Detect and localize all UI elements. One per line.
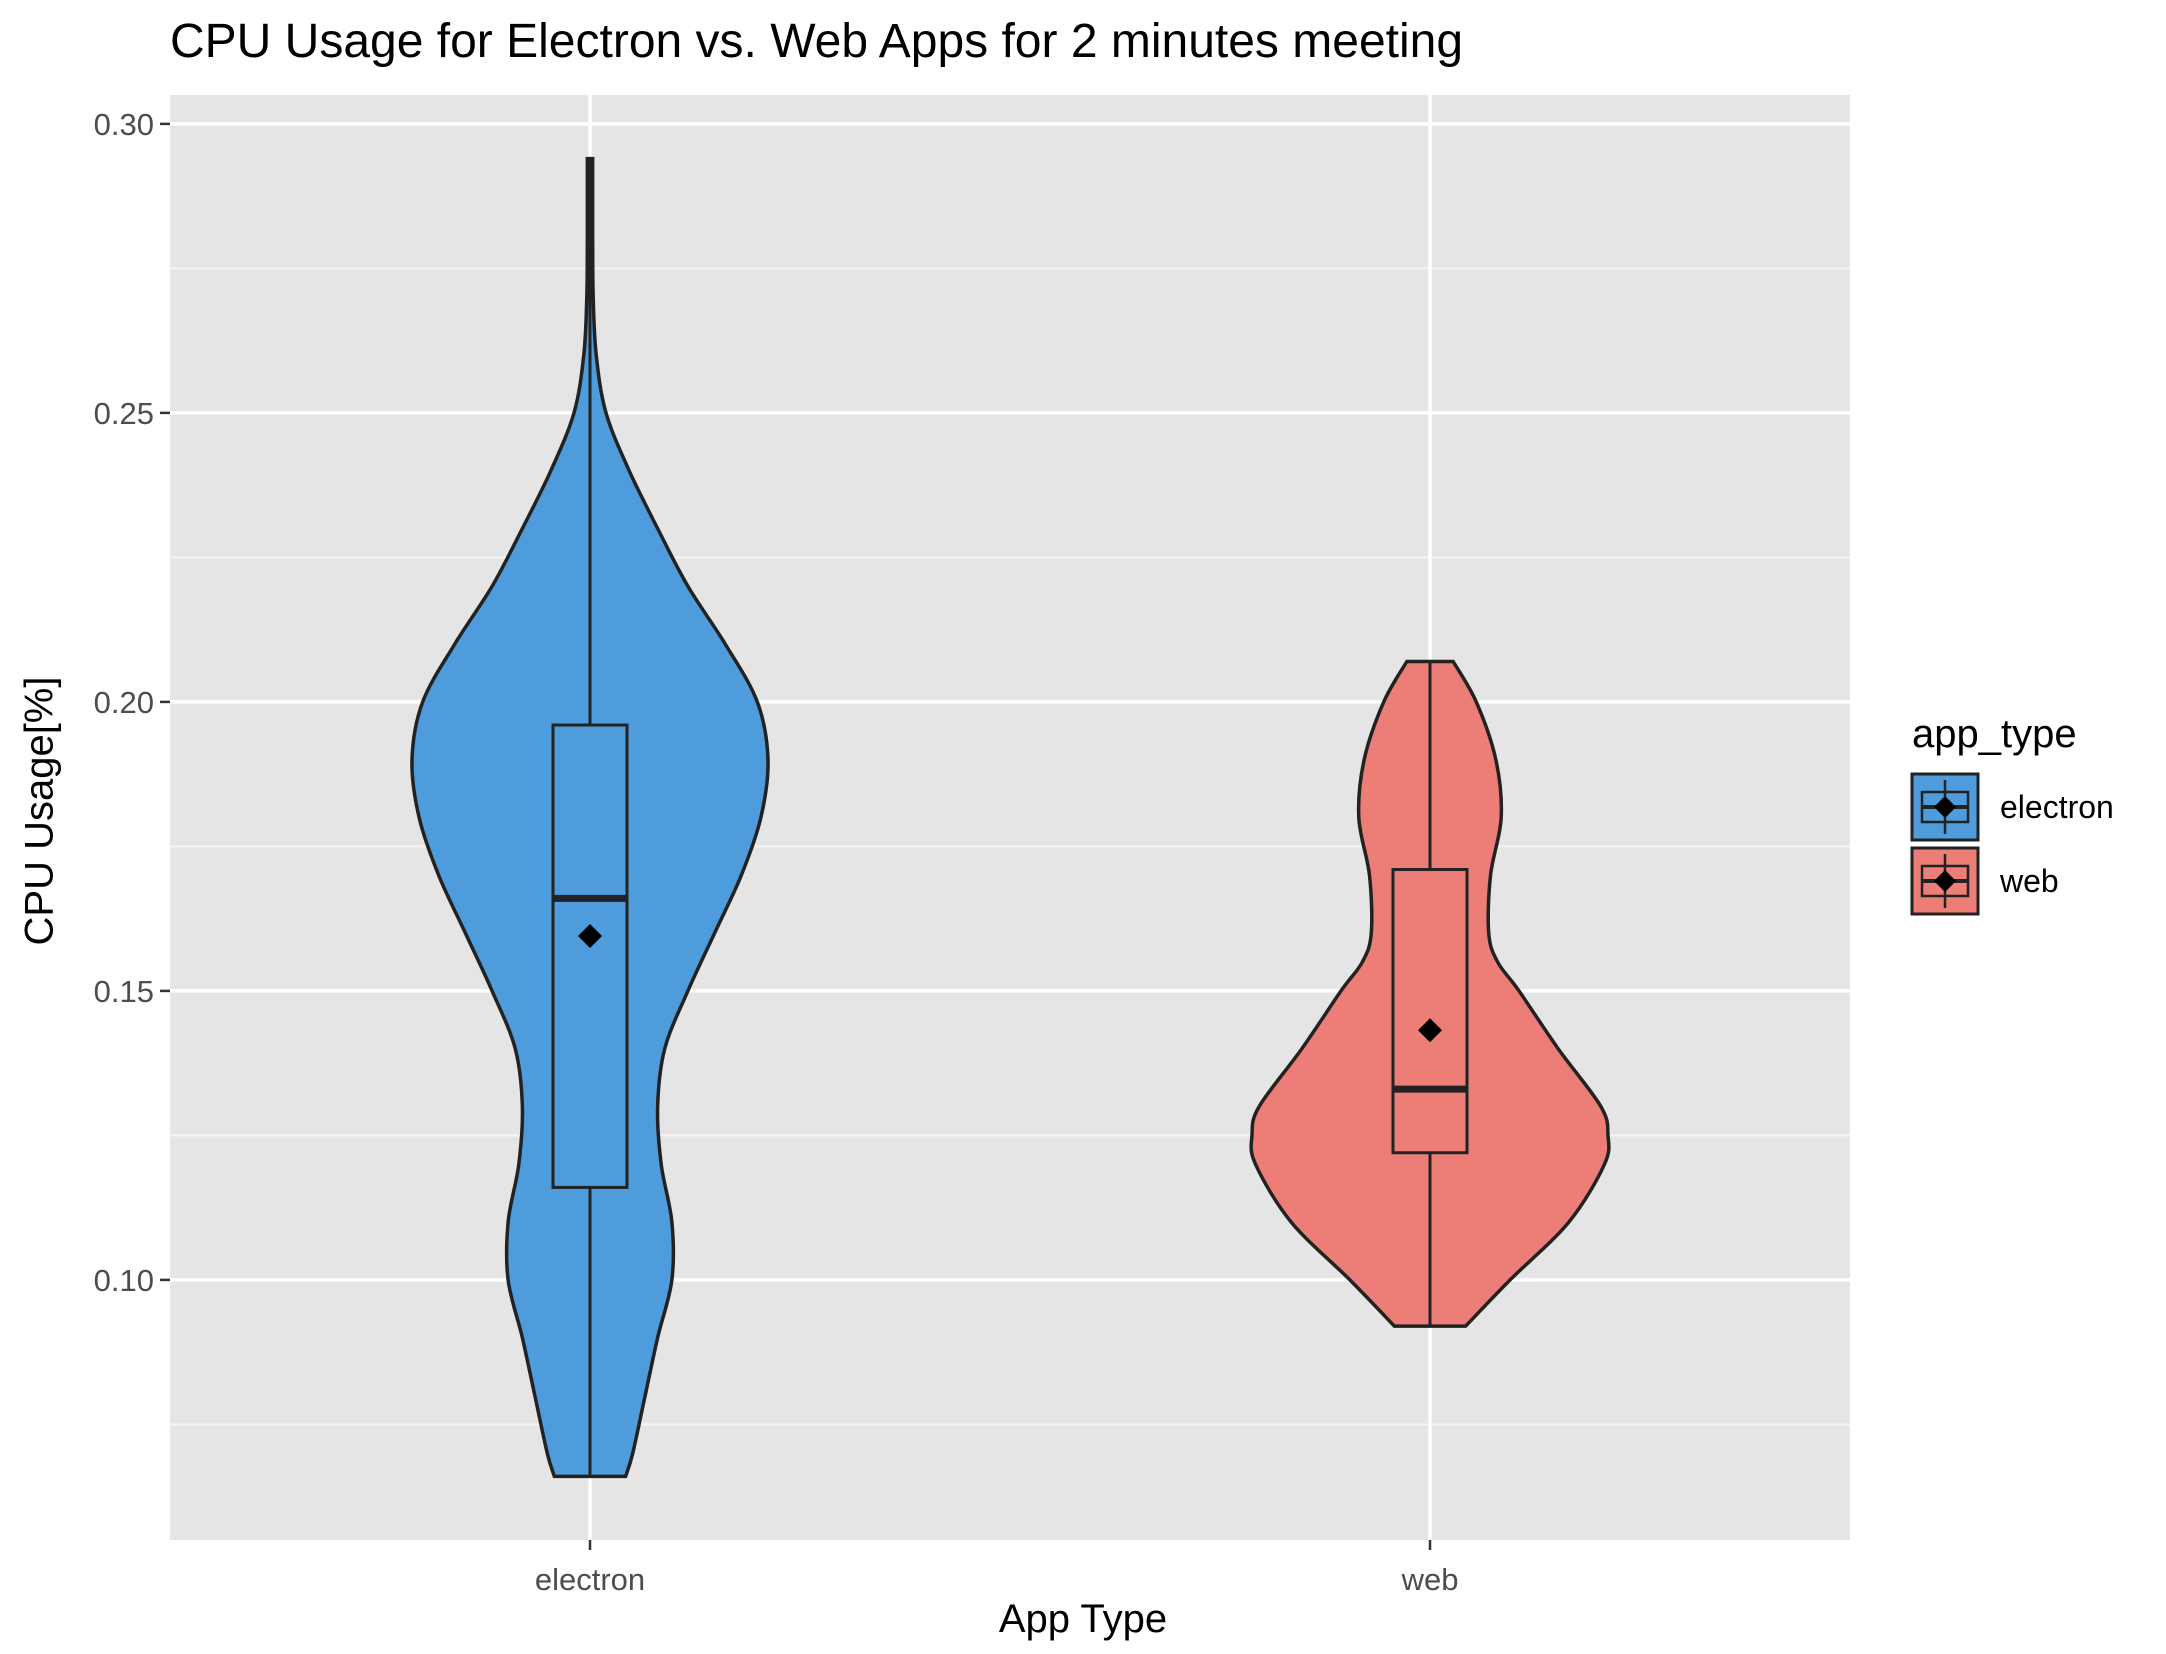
axes: 0.10 0.15 0.20 0.25 0.30 electron web — [94, 107, 1459, 1597]
mean-point-electron — [578, 923, 602, 948]
legend-key-mean — [1934, 796, 1956, 818]
chart-title: CPU Usage for Electron vs. Web Apps for … — [170, 15, 1464, 68]
y-tick-label: 0.15 — [94, 974, 154, 1009]
boxplots — [551, 158, 1469, 1477]
x-axis-label: App Type — [998, 1597, 1168, 1641]
mean-point-web — [1418, 1018, 1442, 1043]
legend: electron web — [1910, 772, 2114, 916]
x-tick-label: electron — [535, 1562, 645, 1597]
y-tick-label: 0.25 — [94, 396, 154, 431]
y-axis-label: CPU Usage[%] — [17, 676, 62, 946]
y-tick-label: 0.10 — [94, 1263, 154, 1298]
y-tick-label: 0.30 — [94, 107, 154, 142]
legend-title: app_type — [1912, 712, 2077, 756]
legend-label-electron: electron — [2000, 789, 2114, 825]
box-electron — [551, 723, 629, 1189]
box-web — [1391, 868, 1469, 1155]
y-tick-label: 0.20 — [94, 685, 154, 720]
legend-label-web: web — [1999, 863, 2059, 899]
legend-key-mean — [1934, 870, 1956, 892]
x-tick-label: web — [1401, 1562, 1459, 1597]
